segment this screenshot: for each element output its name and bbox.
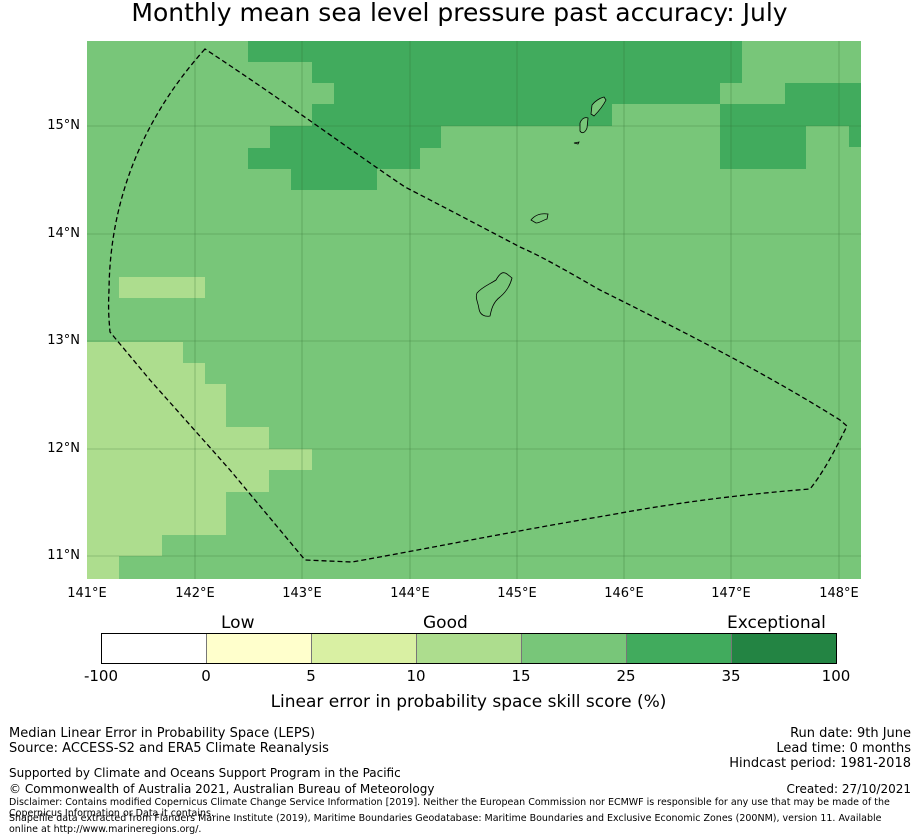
lon-tick-label: 144°E xyxy=(390,586,430,601)
lat-tick-label: 11°N xyxy=(47,548,80,563)
colorbar-tick: 10 xyxy=(406,667,426,685)
colorbar-segment xyxy=(416,633,522,664)
colorbar-tick: 25 xyxy=(616,667,636,685)
colorbar-segment xyxy=(311,633,417,664)
hindcast-period: Hindcast period: 1981-2018 xyxy=(729,756,911,771)
lat-tick-label: 14°N xyxy=(47,226,80,241)
supported-note: Supported by Climate and Oceans Support … xyxy=(9,766,401,780)
colorbar-label: Linear error in probability space skill … xyxy=(270,692,667,712)
lon-tick-label: 142°E xyxy=(175,586,215,601)
gridlines xyxy=(87,41,861,579)
colorbar-tick: 35 xyxy=(721,667,741,685)
colorbar-tick: 15 xyxy=(511,667,531,685)
eez-boundary xyxy=(107,48,848,563)
lead-time: Lead time: 0 months xyxy=(776,741,911,756)
colorbar-segment xyxy=(731,633,837,664)
created-date: Created: 27/10/2021 xyxy=(786,782,911,796)
colorbar-tick: -100 xyxy=(83,667,119,685)
colorbar xyxy=(101,633,837,664)
shapefile-note: Shapefile data extracted from Flanders M… xyxy=(9,813,882,835)
skill-region-low xyxy=(87,277,312,579)
category-low: Low xyxy=(221,613,255,633)
colorbar-tick: 5 xyxy=(306,667,316,685)
colorbar-segment xyxy=(521,633,627,664)
lon-tick-label: 143°E xyxy=(282,586,322,601)
colorbar-tick: 100 xyxy=(821,667,851,685)
category-good: Good xyxy=(423,613,468,633)
colorbar-segment xyxy=(206,633,312,664)
skill-map xyxy=(87,41,861,579)
copyright-note: © Commonwealth of Australia 2021, Austra… xyxy=(9,782,435,796)
page-title: Monthly mean sea level pressure past acc… xyxy=(131,0,788,27)
lon-tick-label: 141°E xyxy=(67,586,107,601)
lat-tick-label: 12°N xyxy=(47,441,80,456)
lon-tick-label: 145°E xyxy=(497,586,537,601)
lon-tick-label: 148°E xyxy=(819,586,859,601)
category-exceptional: Exceptional xyxy=(727,613,826,633)
lat-tick-label: 13°N xyxy=(47,333,80,348)
lat-tick-label: 15°N xyxy=(47,118,80,133)
lon-tick-label: 146°E xyxy=(604,586,644,601)
skill-region-high xyxy=(248,41,861,190)
run-date: Run date: 9th June xyxy=(790,726,911,741)
lon-tick-label: 147°E xyxy=(711,586,751,601)
leps-note: Median Linear Error in Probability Space… xyxy=(9,726,316,741)
disclaimer-note: Disclaimer: Contains modified Copernicus… xyxy=(9,797,890,819)
island-outlines xyxy=(475,96,607,317)
source-note: Source: ACCESS-S2 and ERA5 Climate Reana… xyxy=(9,741,329,756)
colorbar-tick: 0 xyxy=(201,667,211,685)
colorbar-segment xyxy=(101,633,207,664)
colorbar-segment xyxy=(626,633,732,664)
